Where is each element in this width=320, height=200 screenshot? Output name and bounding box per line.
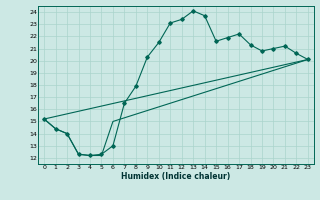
X-axis label: Humidex (Indice chaleur): Humidex (Indice chaleur) — [121, 172, 231, 181]
